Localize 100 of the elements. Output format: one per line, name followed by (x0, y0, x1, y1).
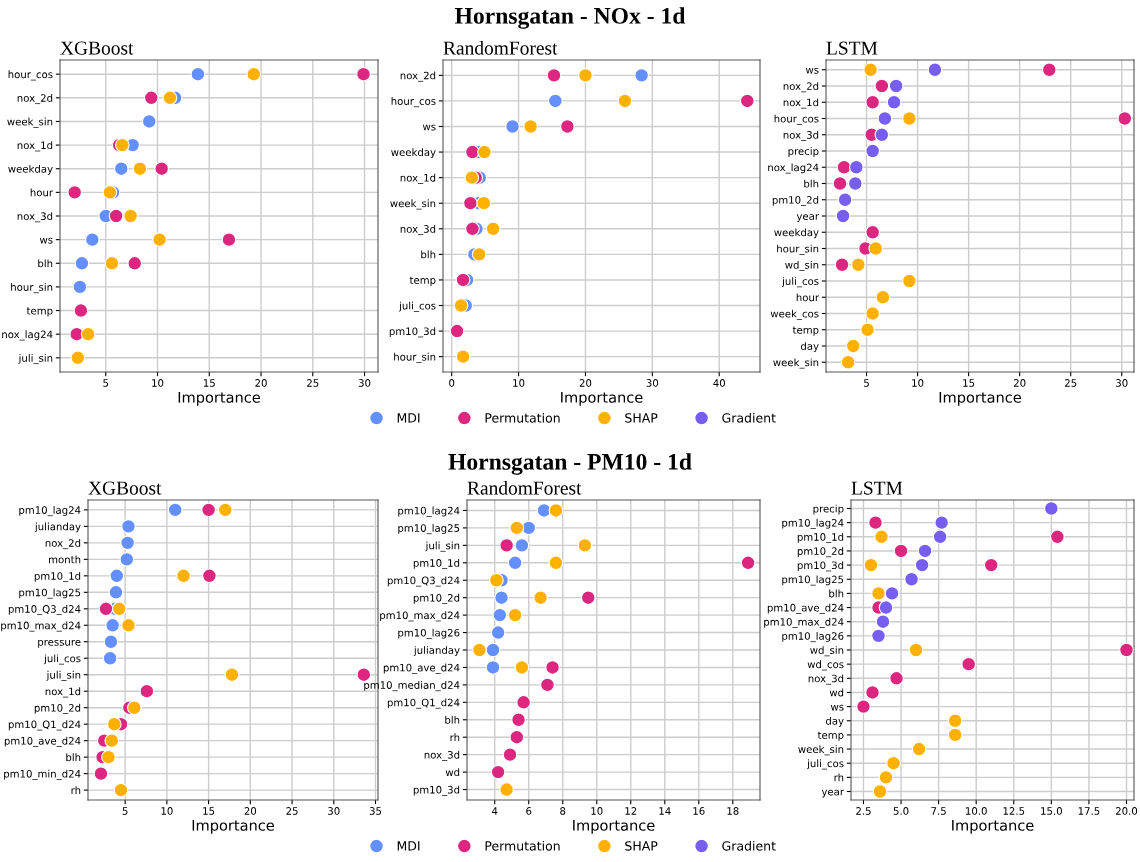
y-tick-label: wd_sin (810, 646, 844, 657)
legend-label: Gradient (722, 412, 776, 423)
y-tick-label: pm10_Q1_d24 (387, 698, 460, 709)
point (202, 568, 217, 584)
x-axis-title: Importance (178, 391, 261, 406)
point (874, 127, 890, 143)
x-tick-label: 20 (1013, 379, 1026, 387)
point (490, 625, 506, 640)
y-tick-label: juli_sin (425, 541, 460, 552)
y-tick-label: blh (421, 250, 436, 259)
y-tick-label: hour_cos (774, 114, 819, 125)
y-tick-label: hour_sin (777, 244, 819, 255)
point (514, 538, 530, 553)
point (109, 568, 125, 584)
point (845, 338, 861, 354)
x-tick-label: 10 (513, 379, 525, 387)
point (868, 515, 883, 530)
point (176, 568, 191, 584)
point (509, 520, 525, 536)
point (914, 557, 930, 573)
point (961, 656, 977, 672)
x-tick-label: 10 (152, 379, 164, 387)
y-tick-label: pm10_lag26 (782, 632, 844, 643)
legend-label: SHAP (625, 413, 658, 423)
point (123, 208, 138, 224)
y-tick-label: nox_lag24 (2, 330, 53, 341)
y-tick-label: pm10_min_d24 (4, 769, 81, 780)
point (739, 93, 755, 109)
y-tick-label: pm10_1d (413, 558, 460, 570)
point (865, 306, 880, 321)
point (851, 257, 866, 273)
x-tick-label: 2.5 (856, 807, 871, 815)
y-tick-label: year (821, 789, 845, 798)
y-tick-label: hour_cos (8, 70, 53, 81)
point (904, 571, 919, 587)
point (834, 257, 850, 273)
y-tick-label: ws (830, 704, 844, 711)
y-tick-label: wd_cos (807, 660, 844, 671)
y-tick-label: pressure (38, 639, 81, 648)
point (126, 700, 142, 716)
y-tick-label: hour (30, 188, 54, 197)
y-tick-label: pm10_ave_d24 (383, 663, 460, 674)
point (865, 224, 880, 240)
y-tick-label: pm10_lag24 (398, 506, 460, 517)
y-tick-label: juli_cos (398, 301, 436, 312)
point (540, 677, 555, 693)
point (449, 323, 465, 339)
y-tick-label: temp (409, 276, 436, 286)
x-tick-label: 10 (912, 379, 924, 387)
y-tick-label: ws (422, 124, 436, 131)
point (463, 195, 478, 211)
point (111, 601, 127, 617)
x-tick-label: 30 (358, 379, 371, 387)
y-tick-label: wd (445, 768, 460, 777)
point (190, 66, 206, 82)
x-tick-label: 5.0 (893, 807, 909, 815)
point (1041, 62, 1057, 78)
chart-title: LSTM (851, 481, 903, 495)
point (865, 685, 880, 700)
point (113, 782, 129, 798)
point (356, 667, 372, 683)
y-tick-label: week_cos (770, 309, 819, 320)
point (502, 747, 518, 762)
point (221, 232, 237, 247)
point (465, 221, 480, 237)
y-tick-label: juli_sin (46, 670, 81, 681)
point (98, 601, 114, 617)
y-tick-label: pm10_2d (772, 195, 819, 206)
y-tick-label: blh (804, 179, 819, 188)
point (740, 555, 756, 571)
point (471, 247, 487, 262)
x-tick-label: 0 (449, 379, 455, 387)
y-tick-label: pm10_1d (34, 571, 81, 583)
point (490, 764, 506, 780)
y-tick-label: weekday (8, 164, 53, 175)
y-tick-label: temp (26, 307, 53, 317)
point (836, 159, 852, 175)
point (871, 628, 886, 644)
point (152, 232, 167, 247)
y-tick-label: pm10_Q1_d24 (8, 720, 81, 731)
y-tick-label: pm10_2d (34, 703, 81, 714)
y-tick-label: pm10_lag25 (398, 524, 460, 535)
y-tick-label: temp (792, 326, 819, 336)
y-tick-label: wd_sin (785, 260, 819, 271)
y-tick-label: pm10_max_d24 (1, 621, 81, 632)
y-tick-label: pm10_2d (797, 547, 844, 558)
point (139, 683, 155, 699)
y-tick-label: hour (796, 293, 820, 302)
point (548, 503, 564, 518)
point (1044, 501, 1059, 516)
x-tick-label: 20.0 (1115, 807, 1138, 815)
point (477, 144, 492, 160)
y-tick-label: blh (38, 259, 53, 268)
point (868, 241, 884, 256)
x-tick-label: 20 (244, 807, 257, 815)
y-tick-label: blh (445, 715, 460, 724)
text: Hornsgatan - NOx - 1d (454, 7, 686, 29)
y-tick-label: juli_cos (806, 759, 844, 770)
point (848, 159, 864, 175)
x-tick-label: 40 (713, 379, 725, 387)
